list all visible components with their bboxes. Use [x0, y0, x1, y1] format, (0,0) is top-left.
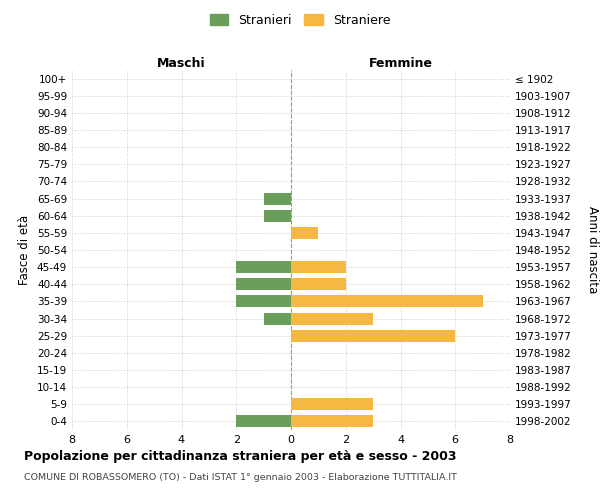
Text: Maschi: Maschi — [157, 57, 206, 70]
Bar — [291, 312, 373, 324]
Bar — [291, 398, 373, 410]
Legend: Stranieri, Straniere: Stranieri, Straniere — [205, 8, 395, 32]
Bar — [263, 210, 291, 222]
Bar — [236, 278, 291, 290]
Bar — [263, 312, 291, 324]
Text: COMUNE DI ROBASSOMERO (TO) - Dati ISTAT 1° gennaio 2003 - Elaborazione TUTTITALI: COMUNE DI ROBASSOMERO (TO) - Dati ISTAT … — [24, 472, 457, 482]
Bar — [291, 330, 455, 342]
Y-axis label: Fasce di età: Fasce di età — [19, 215, 31, 285]
Bar — [236, 296, 291, 308]
Y-axis label: Anni di nascita: Anni di nascita — [586, 206, 599, 294]
Text: Femmine: Femmine — [368, 57, 433, 70]
Bar — [291, 278, 346, 290]
Bar — [291, 261, 346, 273]
Bar — [291, 227, 319, 239]
Bar — [291, 296, 482, 308]
Bar — [236, 261, 291, 273]
Bar — [291, 416, 373, 428]
Bar — [263, 192, 291, 204]
Text: Popolazione per cittadinanza straniera per età e sesso - 2003: Popolazione per cittadinanza straniera p… — [24, 450, 457, 463]
Bar — [236, 416, 291, 428]
